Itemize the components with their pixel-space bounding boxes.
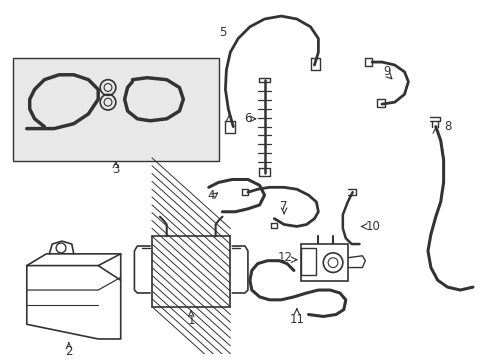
Text: 8: 8 [443,120,450,133]
Bar [13,58,218,161]
Text: 2: 2 [65,345,72,358]
Bar [300,248,316,275]
Text: 12: 12 [277,251,292,264]
Text: 4: 4 [206,189,214,202]
Text: 1: 1 [187,314,195,327]
Text: 6: 6 [244,112,251,125]
Text: 9: 9 [382,66,390,78]
Bar [152,236,230,307]
Text: 7: 7 [280,201,287,213]
Text: 5: 5 [218,26,226,39]
Text: 3: 3 [112,163,119,176]
Bar [300,244,347,281]
Text: 10: 10 [365,220,380,233]
Text: 11: 11 [289,313,304,326]
